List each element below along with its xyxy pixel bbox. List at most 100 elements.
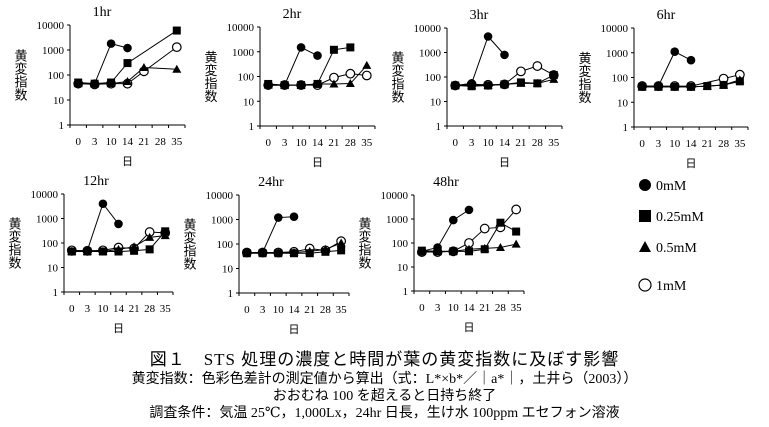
x-tick-label: 0 <box>265 137 271 149</box>
x-tick-label: 3 <box>85 303 91 315</box>
x-tick-label: 28 <box>495 302 507 314</box>
panel-3hr: 3hr 1 10 100 1000 10000 0 3 10 14 21 28 35 日 黄変指数 <box>390 8 563 169</box>
panel-title: 48hr <box>433 175 459 190</box>
data-point <box>171 42 182 53</box>
legend-item: 1mM <box>638 278 687 294</box>
y-tick-label: 10 <box>243 96 255 108</box>
y-axis-label: 黄変指数 <box>390 51 405 103</box>
x-tick-label: 35 <box>548 137 560 149</box>
series-0mM <box>263 43 322 90</box>
series-line <box>421 209 470 252</box>
x-tick-label: 14 <box>312 137 324 149</box>
series-0.25mM <box>264 43 355 90</box>
series-line <box>642 51 692 87</box>
y-tick-label: 1 <box>436 121 442 133</box>
x-tick-label: 14 <box>289 304 301 316</box>
data-point <box>336 238 346 247</box>
data-point <box>417 247 427 256</box>
y-tick-label: 100 <box>612 73 629 85</box>
data-point <box>345 79 355 88</box>
data-point <box>361 70 372 81</box>
data-point <box>719 80 728 89</box>
data-point <box>495 242 505 251</box>
data-point <box>90 79 99 88</box>
x-tick-label: 10 <box>296 137 308 149</box>
y-tick-label: 100 <box>425 72 442 84</box>
data-point <box>145 232 155 241</box>
y-tick-label: 10 <box>430 97 442 109</box>
data-point <box>290 249 298 258</box>
series-line <box>78 30 178 85</box>
data-point <box>337 246 346 255</box>
y-tick-label: 10 <box>617 97 629 109</box>
panel-12hr: 12hr 1 10 100 1000 10000 0 3 10 14 21 28 35 日 黄変指数 <box>7 174 174 335</box>
y-axis-label: 黄変指数 <box>13 49 28 101</box>
x-tick-label: 35 <box>361 137 373 149</box>
open-circle-icon <box>638 278 652 292</box>
x-tick-label: 21 <box>138 136 149 148</box>
legend-item: 0mM <box>639 179 687 194</box>
series-0mM <box>637 47 696 91</box>
data-point <box>449 247 458 256</box>
legend: 0mM 0.25mM 0.5mM 1mM <box>638 179 704 294</box>
y-tick-label: 1000 <box>232 47 255 59</box>
data-point <box>735 77 744 86</box>
panel-title: 3hr <box>470 8 489 23</box>
data-point <box>297 81 306 90</box>
data-point <box>703 82 712 91</box>
y-tick-label: 10 <box>47 263 59 275</box>
data-point <box>549 71 558 80</box>
data-point <box>123 59 132 68</box>
x-tick-label: 3 <box>92 136 98 148</box>
x-tick-label: 10 <box>448 302 460 314</box>
x-axis-label: 日 <box>113 323 124 335</box>
y-tick-label: 10000 <box>227 22 255 34</box>
y-axis-label: 黄変指数 <box>357 217 372 269</box>
y-tick-label: 10 <box>53 95 65 107</box>
data-point <box>467 79 476 88</box>
y-tick-label: 1 <box>59 120 65 132</box>
legend-item: 0.25mM <box>639 210 704 225</box>
x-tick-label: 35 <box>511 302 523 314</box>
legend-item: 0.5mM <box>639 241 697 256</box>
y-tick-label: 100 <box>48 70 65 82</box>
data-point <box>654 81 663 91</box>
x-tick-label: 10 <box>273 304 285 316</box>
panel-title: 2hr <box>283 7 302 22</box>
figure-caption-title: 図１ STS 処理の濃度と時間が葉の黄変指数に及ぼす影響 <box>149 350 620 369</box>
x-tick-label: 21 <box>515 137 526 149</box>
panel-title: 6hr <box>657 8 676 23</box>
caption-line-threshold: おおむね 100 を超えると日持ち終了 <box>272 389 497 404</box>
y-tick-label: 10 <box>222 264 234 276</box>
data-point <box>479 223 490 234</box>
x-axis-label: 日 <box>122 156 133 168</box>
data-point <box>670 82 679 91</box>
y-tick-label: 100 <box>392 238 409 250</box>
x-tick-label: 28 <box>718 138 730 150</box>
x-tick-label: 35 <box>336 304 348 316</box>
x-tick-label: 3 <box>435 302 441 314</box>
data-point <box>500 50 509 60</box>
y-tick-label: 1000 <box>36 214 59 226</box>
data-point <box>107 78 116 87</box>
y-axis-label: 黄変指数 <box>577 52 592 104</box>
data-point <box>98 199 108 209</box>
x-tick-label: 10 <box>483 137 495 149</box>
data-point <box>98 247 107 256</box>
data-point <box>296 43 306 52</box>
y-tick-label: 100 <box>238 72 255 84</box>
y-tick-label: 1000 <box>419 48 442 60</box>
x-tick-label: 35 <box>171 136 183 148</box>
legend-label: 1mM <box>656 279 687 294</box>
y-tick-label: 100 <box>42 238 59 250</box>
x-tick-label: 10 <box>97 303 109 315</box>
x-tick-label: 14 <box>686 138 698 150</box>
data-point <box>433 243 442 252</box>
x-tick-label: 28 <box>532 137 544 149</box>
x-tick-label: 0 <box>75 136 81 148</box>
data-point <box>274 249 283 258</box>
x-axis-label: 日 <box>289 324 300 336</box>
data-point <box>289 212 299 222</box>
data-point <box>516 78 525 87</box>
